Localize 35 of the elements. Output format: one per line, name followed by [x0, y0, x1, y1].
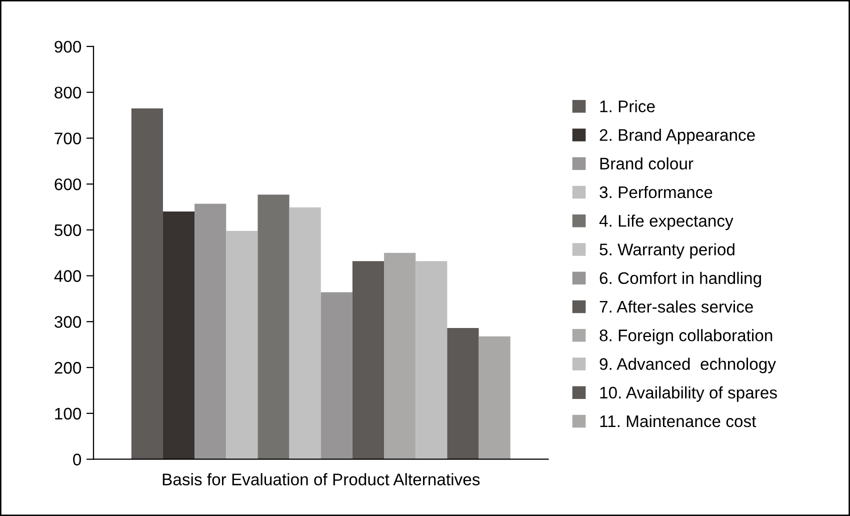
y-tick-label: 300	[54, 316, 82, 328]
y-tick-label: 800	[54, 86, 82, 99]
legend-label: 6. Comfort in handling	[600, 272, 761, 288]
legend-label: 7. After-sales service	[600, 300, 753, 313]
bar	[352, 261, 384, 460]
legend-label: 9. Advanced echnology	[600, 358, 776, 374]
legend-label: 8. Foreign collaboration	[600, 329, 772, 345]
legend-label: 3. Performance	[600, 186, 712, 198]
legend-label: Brand colour	[600, 157, 694, 170]
legend-label: 10. Availability of spares	[600, 386, 777, 402]
y-tick-label: 0	[73, 454, 82, 466]
x-tick-label: Basis for Evaluation of Product Alternatives	[162, 473, 480, 486]
y-tick-label: 100	[55, 408, 82, 420]
bar	[131, 108, 163, 460]
bar	[162, 212, 195, 460]
bar	[194, 204, 226, 460]
legend-label: 4. Life expectancy	[599, 214, 734, 230]
y-tick-label: 600	[54, 178, 82, 190]
legend-label: 2. Brand Appearance	[600, 128, 755, 144]
y-tick-label: 500	[54, 224, 82, 236]
y-tick-label: 200	[54, 362, 82, 374]
bar	[320, 292, 352, 460]
bar	[416, 261, 448, 460]
legend-label: 11. Maintenance cost	[600, 414, 756, 428]
bar	[258, 194, 290, 460]
legend-label: 5. Warranty period	[600, 243, 734, 259]
y-tick-label: 700	[54, 132, 82, 144]
y-tick-label: 900	[54, 40, 82, 53]
y-tick-label: 400	[54, 270, 82, 282]
bar	[447, 328, 479, 460]
bar	[384, 252, 416, 460]
bar	[289, 207, 321, 460]
bar	[226, 230, 258, 460]
bar	[478, 336, 510, 460]
legend-label: 1. Price	[600, 100, 655, 112]
